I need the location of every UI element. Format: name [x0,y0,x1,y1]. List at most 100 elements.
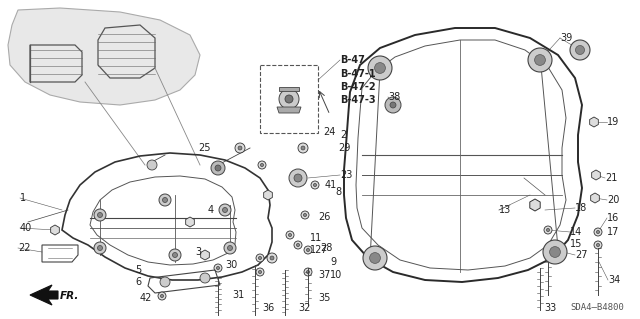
Polygon shape [279,87,299,91]
Circle shape [147,160,157,170]
Circle shape [575,46,584,55]
Text: 33: 33 [544,303,556,313]
Text: 20: 20 [607,195,620,205]
Circle shape [550,247,561,257]
Text: 27: 27 [575,250,588,260]
Text: 35: 35 [318,293,330,303]
Circle shape [259,256,262,260]
Text: 14: 14 [570,227,582,237]
Circle shape [215,165,221,171]
Polygon shape [591,170,600,180]
Circle shape [158,292,166,300]
Text: 7: 7 [320,245,326,255]
Circle shape [258,161,266,169]
Circle shape [301,211,309,219]
Circle shape [544,226,552,234]
Text: 15: 15 [570,239,582,249]
Text: B-47-3: B-47-3 [340,95,376,105]
Circle shape [289,234,292,237]
Polygon shape [530,199,540,211]
Polygon shape [51,225,60,235]
Circle shape [303,213,307,217]
Circle shape [224,242,236,254]
Circle shape [256,254,264,262]
Text: 18: 18 [575,203,588,213]
Circle shape [368,56,392,80]
Circle shape [311,181,319,189]
Circle shape [298,143,308,153]
Text: 34: 34 [608,275,620,285]
Text: 6: 6 [135,277,141,287]
Text: 17: 17 [607,227,620,237]
Circle shape [374,63,385,73]
Circle shape [594,228,602,236]
Text: 42: 42 [140,293,152,303]
Circle shape [547,228,550,232]
Text: FR.: FR. [60,291,79,301]
Circle shape [267,253,277,263]
Circle shape [286,231,294,239]
Circle shape [296,243,300,247]
Text: 30: 30 [225,260,237,270]
Polygon shape [591,193,599,203]
Text: 10: 10 [330,270,342,280]
Circle shape [211,161,225,175]
Circle shape [307,249,310,252]
Polygon shape [30,285,58,305]
Text: 32: 32 [298,303,310,313]
Text: 24: 24 [323,127,335,137]
Polygon shape [201,250,209,260]
Circle shape [216,266,220,270]
Text: 8: 8 [335,187,341,197]
Circle shape [227,246,232,250]
Circle shape [223,207,227,212]
Circle shape [594,241,602,249]
Bar [260,65,318,133]
Circle shape [219,204,231,216]
Circle shape [238,146,242,150]
Text: 9: 9 [330,257,336,267]
Text: 26: 26 [318,212,330,222]
Text: 29: 29 [338,143,350,153]
Circle shape [270,256,274,260]
Circle shape [161,294,164,298]
Circle shape [259,271,262,274]
Text: 31: 31 [232,290,244,300]
Circle shape [304,268,312,276]
Circle shape [596,243,600,247]
Text: 5: 5 [135,265,141,275]
Text: B-47-2: B-47-2 [340,82,376,92]
Text: 39: 39 [560,33,572,43]
Circle shape [160,277,170,287]
Polygon shape [264,190,273,200]
Text: 23: 23 [340,170,353,180]
Circle shape [363,246,387,270]
Circle shape [200,273,210,283]
Circle shape [173,253,177,257]
Polygon shape [8,8,200,105]
Text: 16: 16 [607,213,620,223]
Circle shape [163,197,168,203]
Circle shape [289,169,307,187]
Circle shape [534,55,545,65]
Circle shape [570,40,590,60]
Text: B-47: B-47 [340,55,365,65]
Circle shape [159,194,171,206]
Text: 25: 25 [198,143,211,153]
Circle shape [314,183,317,187]
Circle shape [294,241,302,249]
Circle shape [285,95,293,103]
Text: 11: 11 [310,233,323,243]
Circle shape [543,240,567,264]
Circle shape [94,242,106,254]
Polygon shape [277,107,301,113]
Text: 3: 3 [195,247,201,257]
Circle shape [256,268,264,276]
Circle shape [301,146,305,150]
Circle shape [214,264,222,272]
Text: 21: 21 [605,173,618,183]
Circle shape [596,230,600,234]
Text: 40: 40 [20,223,32,233]
Text: 1: 1 [20,193,26,203]
Text: 2: 2 [340,130,346,140]
